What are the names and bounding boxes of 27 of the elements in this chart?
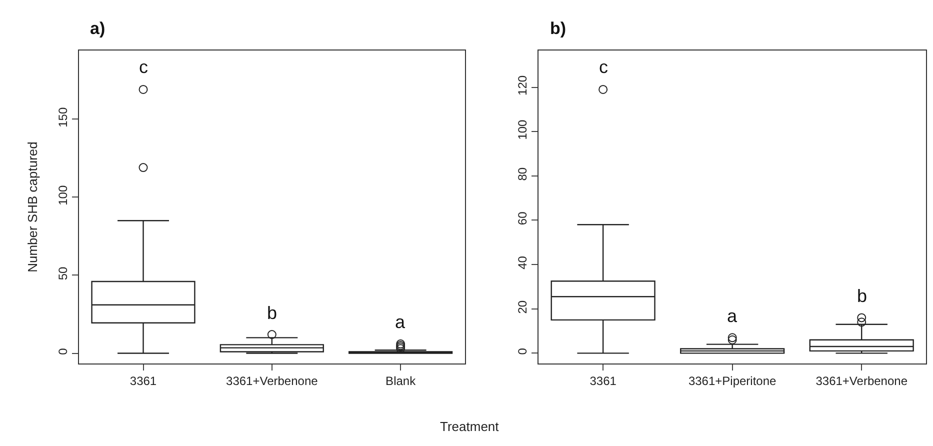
y-tick-label: 120 xyxy=(516,75,530,96)
annotation: b xyxy=(857,286,868,306)
y-tick-label: 20 xyxy=(516,300,530,314)
x-tick-label: 3361 xyxy=(590,374,617,388)
annotation: c xyxy=(139,57,148,77)
y-tick-label: 0 xyxy=(516,348,530,355)
y-tick-label: 80 xyxy=(516,167,530,181)
y-tick-label: 150 xyxy=(56,107,70,128)
x-tick-label: 3361+Verbenone xyxy=(226,374,318,388)
chart-title: a) xyxy=(90,19,106,38)
x-tick-label: 3361 xyxy=(130,374,157,388)
x-tick-label: 3361+Verbenone xyxy=(816,374,908,388)
annotation: a xyxy=(727,306,738,326)
x-tick-label: 3361+Piperitone xyxy=(688,374,777,388)
y-tick-label: 100 xyxy=(516,119,530,140)
x-axis-title: Treatment xyxy=(440,419,500,434)
annotation: b xyxy=(267,303,278,323)
annotation: a xyxy=(395,312,406,332)
annotation: c xyxy=(599,57,608,77)
y-tick-label: 0 xyxy=(56,348,70,355)
y-tick-label: 40 xyxy=(516,256,530,270)
y-tick-label: 60 xyxy=(516,211,530,226)
chart-title: b) xyxy=(550,19,566,38)
y-axis-title: Number SHB captured xyxy=(25,142,40,272)
y-tick-label: 50 xyxy=(56,266,70,280)
y-tick-label: 100 xyxy=(56,185,70,206)
x-tick-label: Blank xyxy=(386,374,417,388)
